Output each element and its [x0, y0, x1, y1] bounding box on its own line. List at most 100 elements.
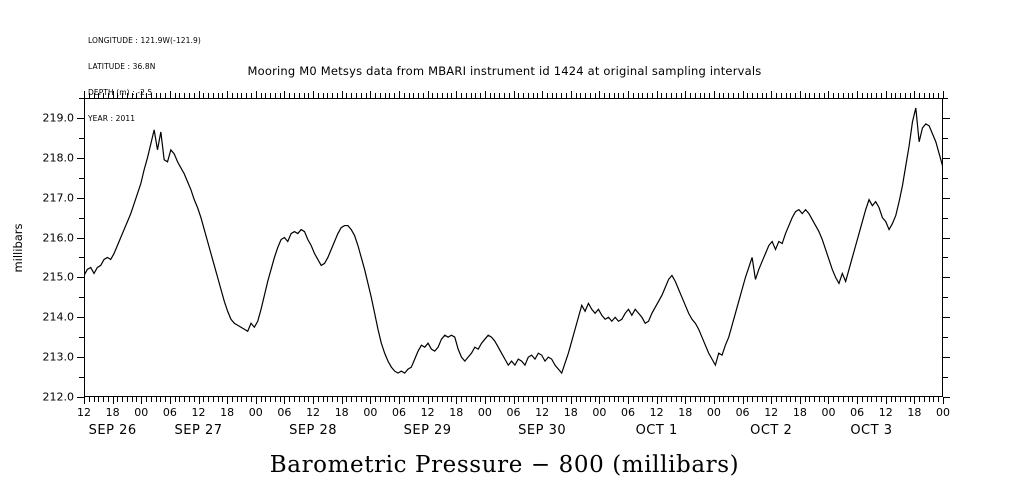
- x-axis-tick: [236, 397, 238, 402]
- x-axis-tick: [308, 397, 310, 402]
- longitude-text: LONGITUDE : 121.9W(-121.9): [88, 36, 201, 46]
- y-axis-tick-right: [943, 357, 950, 359]
- year-text: YEAR : 2011: [88, 113, 136, 123]
- x-axis-tick-top: [637, 93, 639, 98]
- x-axis-tick-top: [494, 93, 496, 98]
- x-axis-day-label: SEP 28: [289, 423, 338, 438]
- x-axis-tick-top: [88, 93, 90, 98]
- x-axis-day-label: OCT 1: [635, 423, 678, 438]
- x-axis-hour-label: 00: [363, 406, 378, 419]
- x-axis-tick-top: [107, 93, 109, 98]
- x-axis-tick-top: [427, 91, 429, 98]
- x-axis-tick-top: [675, 93, 677, 98]
- x-axis-tick-top: [165, 93, 167, 98]
- x-axis-tick-top: [542, 91, 544, 98]
- x-axis-tick-top: [551, 93, 553, 98]
- x-axis-tick: [742, 397, 744, 404]
- y-axis-tick: [77, 397, 84, 398]
- x-axis-tick-top: [613, 93, 615, 98]
- x-axis-tick-top: [828, 91, 830, 98]
- y-axis-tick-label: 216.0: [42, 231, 75, 245]
- x-axis-tick-top: [628, 91, 630, 98]
- x-axis-tick-top: [184, 93, 186, 98]
- x-axis-tick: [904, 397, 906, 402]
- x-axis-tick: [642, 397, 644, 402]
- x-axis-tick: [542, 397, 544, 404]
- x-axis-tick-top: [470, 93, 472, 98]
- x-axis-tick: [694, 397, 696, 402]
- x-axis-tick-top: [456, 91, 458, 98]
- x-axis-tick-top: [236, 93, 238, 98]
- x-axis-tick: [866, 397, 868, 402]
- x-axis-tick: [375, 397, 377, 402]
- x-axis-tick: [274, 397, 276, 402]
- x-axis-hour-label: 06: [506, 406, 521, 419]
- x-axis-tick-top: [418, 93, 420, 98]
- x-axis-tick: [313, 397, 315, 404]
- x-axis-tick-top: [618, 93, 620, 98]
- x-axis-tick: [480, 397, 482, 402]
- x-axis-tick: [852, 397, 854, 402]
- x-axis-tick-top: [933, 93, 935, 98]
- x-axis-tick: [155, 397, 157, 402]
- x-axis-tick-top: [322, 93, 324, 98]
- x-axis-tick-top: [775, 93, 777, 98]
- x-axis-tick: [933, 397, 935, 402]
- y-axis-tick: [79, 217, 84, 219]
- x-axis-tick: [184, 397, 186, 402]
- x-axis-tick-top: [298, 93, 300, 98]
- x-axis-tick-top: [255, 91, 257, 98]
- x-axis-tick-top: [713, 91, 715, 98]
- x-axis-hour-label: 00: [936, 406, 950, 419]
- x-axis-tick-top: [508, 93, 510, 98]
- x-axis-tick: [823, 397, 825, 402]
- x-axis-tick: [427, 397, 429, 404]
- y-axis-tick: [77, 197, 84, 199]
- x-axis-tick: [923, 397, 925, 402]
- x-axis-tick: [499, 397, 501, 402]
- y-axis-tick: [77, 157, 84, 159]
- x-axis-tick-top: [589, 93, 591, 98]
- x-axis-tick-top: [666, 93, 668, 98]
- x-axis-tick: [880, 397, 882, 402]
- x-axis-tick-top: [370, 91, 372, 98]
- x-axis-tick: [909, 397, 911, 402]
- x-axis-tick: [418, 397, 420, 402]
- x-axis-tick-top: [704, 93, 706, 98]
- x-axis-tick: [260, 397, 262, 402]
- x-axis-tick: [508, 397, 510, 402]
- x-axis-tick-top: [761, 93, 763, 98]
- x-axis-tick-top: [360, 93, 362, 98]
- x-axis-tick: [709, 397, 711, 402]
- y-axis-tick-right: [943, 197, 950, 199]
- x-axis-tick-top: [561, 93, 563, 98]
- x-axis-tick: [766, 397, 768, 402]
- x-axis-tick: [585, 397, 587, 402]
- series-line: [84, 98, 943, 397]
- x-axis-tick: [532, 397, 534, 402]
- x-axis-tick-top: [580, 93, 582, 98]
- x-axis-tick: [546, 397, 548, 402]
- y-axis-tick: [77, 277, 84, 279]
- x-axis-tick-top: [938, 93, 940, 98]
- x-axis-tick-top: [904, 93, 906, 98]
- x-axis-tick: [336, 397, 338, 402]
- x-axis-tick-top: [203, 93, 205, 98]
- x-axis-tick: [780, 397, 782, 402]
- x-axis-tick: [928, 397, 930, 402]
- x-axis-tick-top: [804, 93, 806, 98]
- x-axis-tick-top: [823, 93, 825, 98]
- x-axis-tick-top: [265, 93, 267, 98]
- x-axis-tick: [246, 397, 248, 402]
- x-axis-tick-top: [857, 91, 859, 98]
- x-axis-tick: [828, 397, 830, 404]
- x-axis-tick-top: [814, 93, 816, 98]
- x-axis-tick: [461, 397, 462, 402]
- x-axis-tick: [279, 397, 281, 402]
- x-axis-tick: [685, 397, 687, 404]
- x-axis-tick-top: [585, 93, 587, 98]
- x-axis-hour-label: 06: [391, 406, 406, 419]
- x-axis-tick: [322, 397, 324, 402]
- x-axis-tick-top: [217, 93, 219, 98]
- x-axis-tick-top: [188, 93, 190, 98]
